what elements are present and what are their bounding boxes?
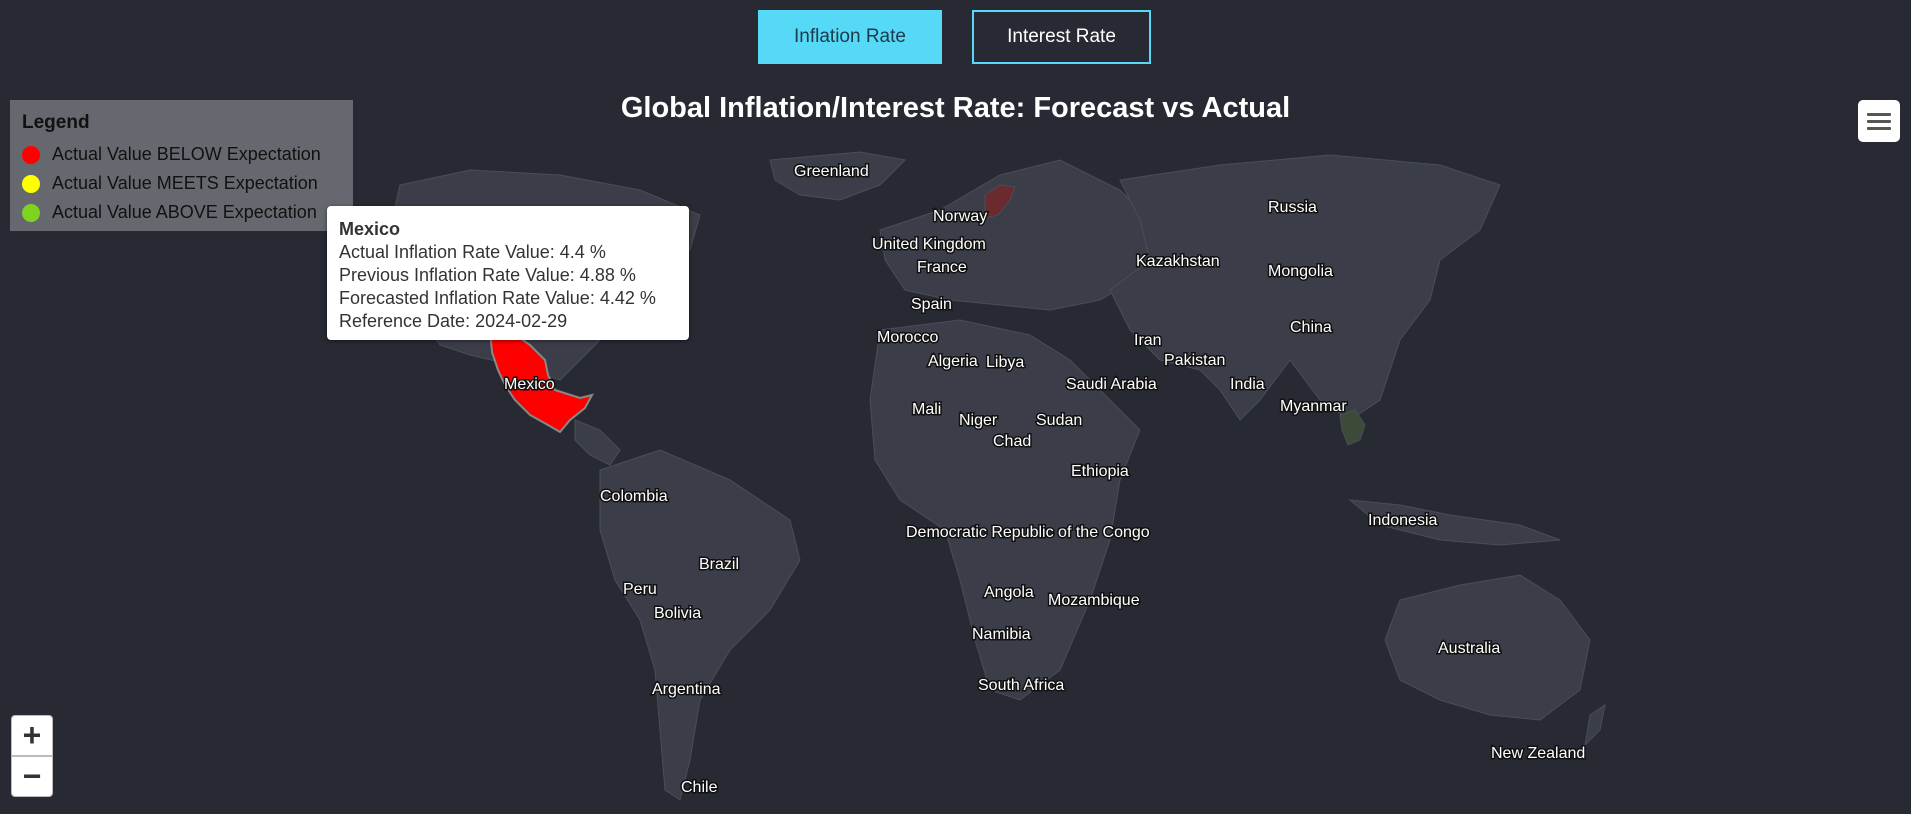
map-label-argentina: Argentina xyxy=(652,681,721,698)
legend: Legend Actual Value BELOW Expectation Ac… xyxy=(10,100,353,231)
greenland-shape[interactable] xyxy=(769,151,907,201)
page-title: Global Inflation/Interest Rate: Forecast… xyxy=(620,92,1291,124)
map-label-france: France xyxy=(917,259,967,276)
zoom-out-button[interactable]: − xyxy=(11,756,53,797)
south-america-shape[interactable] xyxy=(599,449,801,801)
australia-shape[interactable] xyxy=(1384,574,1591,721)
map-label-drc: Democratic Republic of the Congo xyxy=(906,524,1150,541)
tab-bar: Inflation Rate Interest Rate xyxy=(0,10,1911,68)
map-label-chad: Chad xyxy=(993,433,1031,450)
africa-shape[interactable] xyxy=(869,319,1141,701)
map-label-pakistan: Pakistan xyxy=(1164,352,1225,369)
tooltip-actual-value: Actual Inflation Rate Value: 4.4 % xyxy=(339,242,606,262)
map-label-niger: Niger xyxy=(959,412,998,429)
zoom-in-button[interactable]: + xyxy=(11,715,53,756)
tooltip-reference-date: Reference Date: 2024-02-29 xyxy=(339,311,568,331)
new-zealand-shape[interactable] xyxy=(1584,703,1606,747)
legend-item-above[interactable]: Actual Value ABOVE Expectation xyxy=(22,198,353,227)
legend-item-meets[interactable]: Actual Value MEETS Expectation xyxy=(22,169,353,198)
map-label-brazil: Brazil xyxy=(699,556,739,573)
map-label-indonesia: Indonesia xyxy=(1368,512,1437,529)
map-label-spain: Spain xyxy=(911,296,952,313)
map-label-mali: Mali xyxy=(912,401,941,418)
map-label-myanmar: Myanmar xyxy=(1280,398,1347,415)
indonesia-shape[interactable] xyxy=(1348,499,1561,546)
mexico-shape[interactable] xyxy=(488,326,594,434)
map-label-peru: Peru xyxy=(623,581,657,598)
map-label-colombia: Colombia xyxy=(600,488,668,505)
map-label-bolivia: Bolivia xyxy=(654,605,701,622)
map-label-india: India xyxy=(1230,376,1265,393)
map-label-angola: Angola xyxy=(984,584,1034,601)
thailand-shape[interactable] xyxy=(1339,409,1366,446)
asia-shape[interactable] xyxy=(1109,154,1501,421)
legend-item-below[interactable]: Actual Value BELOW Expectation xyxy=(22,140,353,169)
map-label-ethiopia: Ethiopia xyxy=(1071,463,1129,480)
yellow-dot-icon xyxy=(22,174,40,193)
map-label-iran: Iran xyxy=(1134,332,1162,349)
map-label-libya: Libya xyxy=(986,354,1024,371)
map-label-mongolia: Mongolia xyxy=(1268,263,1333,280)
map-label-sudan: Sudan xyxy=(1036,412,1082,429)
map-label-russia: Russia xyxy=(1268,199,1317,216)
tab-inflation-rate[interactable]: Inflation Rate xyxy=(758,10,942,64)
legend-title: Legend xyxy=(22,112,90,133)
map-label-algeria: Algeria xyxy=(928,353,978,370)
map-label-morocco: Morocco xyxy=(877,329,938,346)
map-label-kazakhstan: Kazakhstan xyxy=(1136,253,1220,270)
tooltip-forecast-value: Forecasted Inflation Rate Value: 4.42 % xyxy=(339,288,656,308)
map-label-new-zealand: New Zealand xyxy=(1491,745,1585,762)
tooltip-country: Mexico xyxy=(339,219,401,239)
legend-item-label: Actual Value BELOW Expectation xyxy=(52,144,321,164)
map-label-chile: Chile xyxy=(681,779,718,796)
central-america-shape[interactable] xyxy=(574,419,621,466)
red-dot-icon xyxy=(22,145,40,164)
map-label-saudi-arabia: Saudi Arabia xyxy=(1066,376,1157,393)
sweden-shape[interactable] xyxy=(984,184,1016,219)
tooltip-previous-value: Previous Inflation Rate Value: 4.88 % xyxy=(339,265,636,285)
map-label-australia: Australia xyxy=(1438,640,1500,657)
country-tooltip: Mexico Actual Inflation Rate Value: 4.4 … xyxy=(327,206,689,340)
map-label-china: China xyxy=(1290,319,1332,336)
legend-item-label: Actual Value ABOVE Expectation xyxy=(52,202,317,222)
green-dot-icon xyxy=(22,203,40,222)
map-label-mozambique: Mozambique xyxy=(1048,592,1140,609)
map-label-namibia: Namibia xyxy=(972,626,1031,643)
hamburger-menu-icon[interactable] xyxy=(1858,100,1900,142)
legend-item-label: Actual Value MEETS Expectation xyxy=(52,173,318,193)
tab-interest-rate[interactable]: Interest Rate xyxy=(972,10,1151,64)
map-label-norway: Norway xyxy=(933,208,987,225)
map-label-mexico: Mexico xyxy=(504,376,555,393)
map-label-united-kingdom: United Kingdom xyxy=(872,236,986,253)
map-label-greenland: Greenland xyxy=(794,163,869,180)
map-label-south-africa: South Africa xyxy=(978,677,1064,694)
